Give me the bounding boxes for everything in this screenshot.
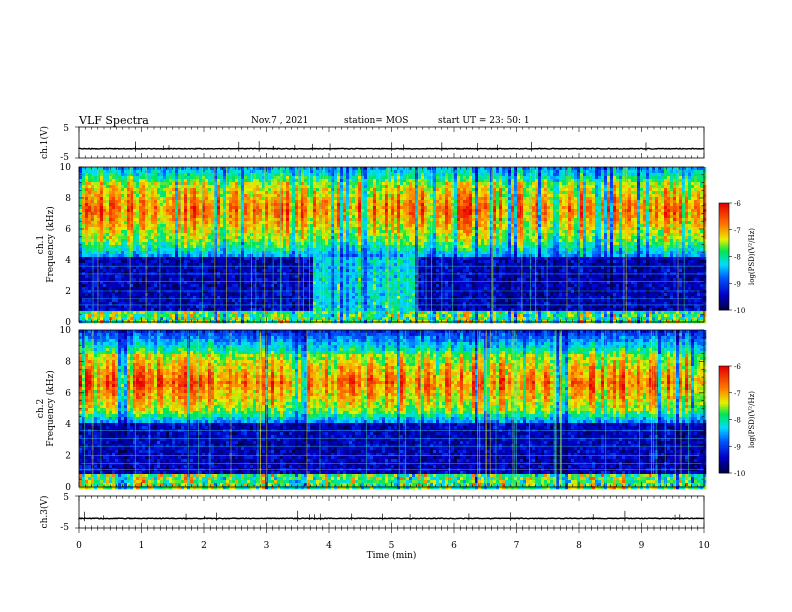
colorbar-tick-label: -7 <box>734 227 741 235</box>
y-tick-label: 2 <box>65 452 71 462</box>
x-axis: 0 1 2 3 4 5 6 7 8 9 10 Time (min) <box>76 528 710 561</box>
colorbar-tick-label: -8 <box>734 417 741 425</box>
colorbar: -6 -7 -8 -9 -10 log(PSD)(V²/Hz) <box>719 363 756 478</box>
y-tick-label: 6 <box>65 225 71 235</box>
y-tick-label: 8 <box>65 194 71 204</box>
y-tick-label: 4 <box>65 420 71 430</box>
colorbar-tick-label: -6 <box>734 200 741 208</box>
y-tick-label: 2 <box>65 287 71 297</box>
x-tick-label: 3 <box>264 541 270 551</box>
x-tick-label: 5 <box>389 541 395 551</box>
colorbar-tick-label: -10 <box>734 470 745 478</box>
y-tick-label: -5 <box>60 523 69 533</box>
x-tick-label: 8 <box>576 541 582 551</box>
y-tick-label: 4 <box>65 256 71 266</box>
colorbar-label: log(PSD)(V²/Hz) <box>748 391 756 448</box>
y-axis-label: ch.3(V) <box>39 496 50 529</box>
y-tick-label: 8 <box>65 357 71 367</box>
y-axis-label: ch.2Frequency (kHz) <box>36 370 56 447</box>
x-tick-label: 0 <box>76 541 82 551</box>
y-tick-label: 6 <box>65 389 71 399</box>
date-label: Nov.7 , 2021 <box>251 116 308 126</box>
y-axis-label: ch.1(V) <box>39 126 50 159</box>
figure-title: VLF Spectra <box>79 114 149 127</box>
x-tick-label: 2 <box>201 541 207 551</box>
x-axis-label: Time (min) <box>367 550 417 561</box>
x-tick-label: 7 <box>514 541 520 551</box>
colorbar-label: log(PSD)(V²/Hz) <box>748 228 756 285</box>
x-tick-label: 4 <box>326 541 332 551</box>
colorbar-tick-label: -9 <box>734 280 741 288</box>
x-tick-label: 1 <box>139 541 145 551</box>
x-tick-label: 9 <box>639 541 645 551</box>
y-tick-label: -5 <box>60 153 69 163</box>
colorbar-tick-label: -6 <box>734 363 741 371</box>
station-label: station= MOS <box>344 116 408 126</box>
ch2-spectrogram-panel: 0 2 4 6 8 10 ch.2Frequency (kHz) -6 -7 -8 -9 -10 log… <box>36 326 756 493</box>
ch3-waveform-panel: 5 -5 ch.3(V) <box>39 493 704 533</box>
y-tick-label: 10 <box>60 326 72 336</box>
x-tick-label: 6 <box>451 541 457 551</box>
colorbar-tick-label: -7 <box>734 390 741 398</box>
x-tick-label: 10 <box>698 541 710 551</box>
colorbar-tick-label: -9 <box>734 443 741 451</box>
y-tick-label: 0 <box>65 483 71 493</box>
waveform-trace <box>79 518 704 519</box>
y-tick-label: 5 <box>63 493 69 503</box>
y-tick-label: 5 <box>63 124 69 134</box>
colorbar: -6 -7 -8 -9 -10 log(PSD)(V²/Hz) <box>719 200 756 315</box>
colorbar-tick-label: -10 <box>734 307 745 315</box>
start-time-label: start UT = 23: 50: 1 <box>438 116 530 126</box>
y-axis-label: ch.1Frequency (kHz) <box>36 206 56 283</box>
ch1-waveform-panel: 5 -5 ch.1(V) <box>39 124 704 163</box>
y-tick-label: 10 <box>60 163 72 173</box>
colorbar-tick-label: -8 <box>734 254 741 262</box>
